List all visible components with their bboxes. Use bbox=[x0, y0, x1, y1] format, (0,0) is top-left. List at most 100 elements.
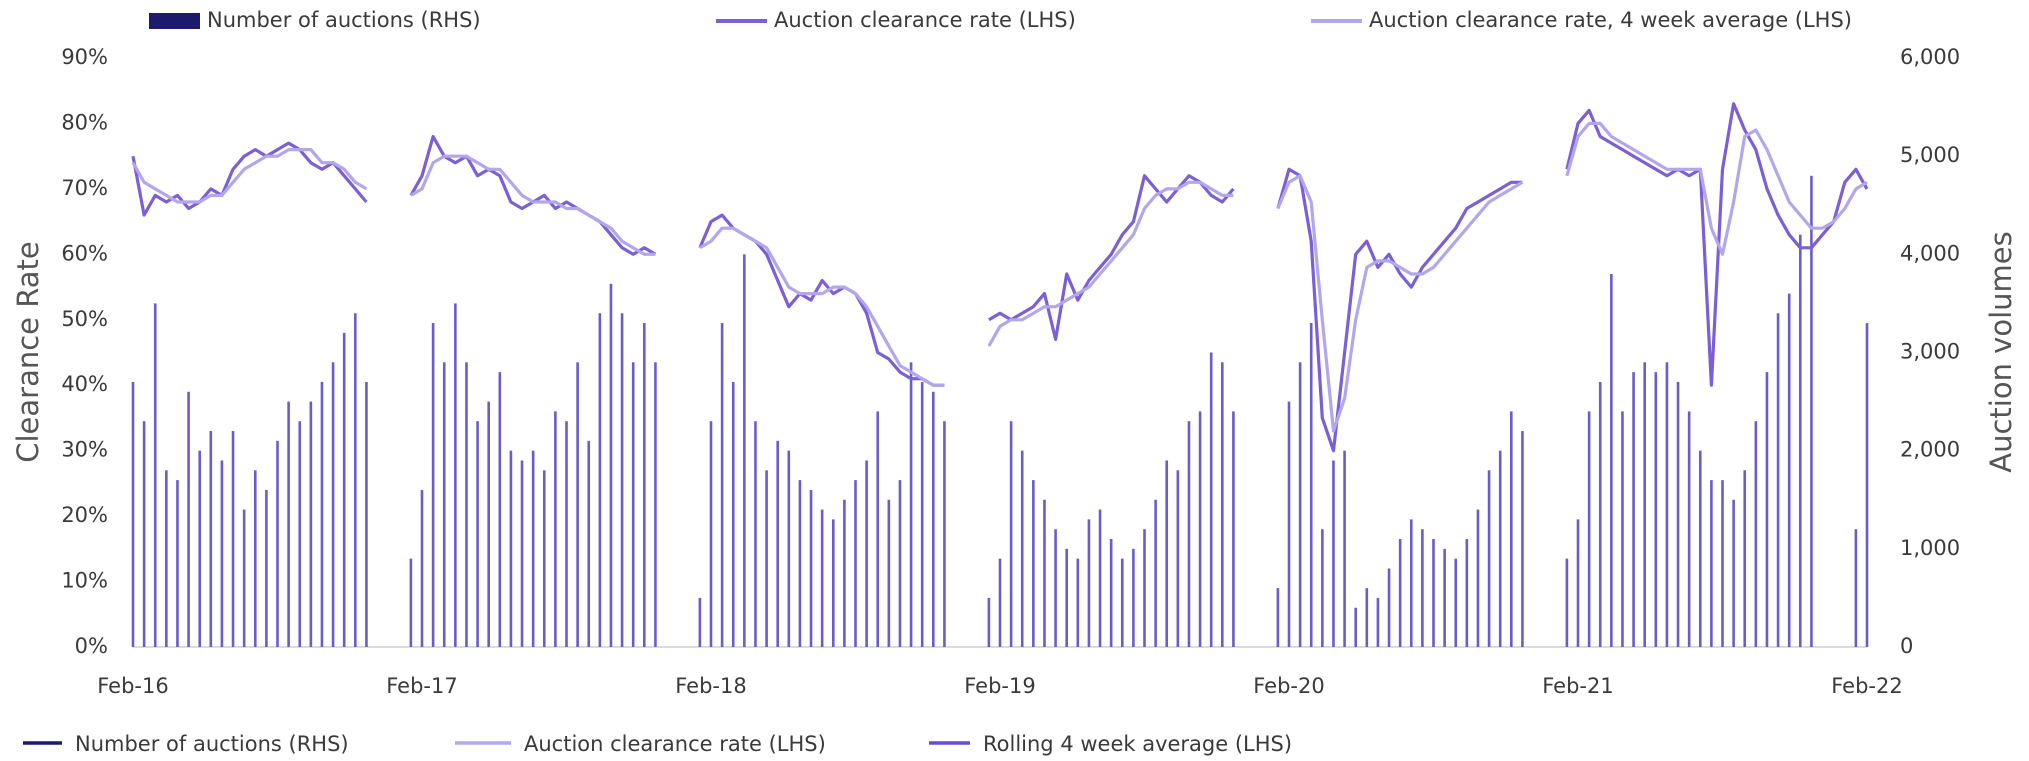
bar bbox=[1854, 529, 1858, 647]
x-tick-label: Feb-17 bbox=[386, 674, 457, 698]
y-tick-label: 20% bbox=[61, 503, 108, 527]
bar bbox=[1721, 480, 1724, 647]
bar bbox=[1332, 460, 1335, 647]
bar bbox=[1454, 558, 1458, 647]
bar bbox=[420, 489, 424, 647]
y2-axis-title: Auction volumes bbox=[1984, 231, 2018, 472]
bar bbox=[820, 509, 824, 647]
bar bbox=[1632, 372, 1635, 647]
bar bbox=[276, 440, 279, 647]
bar bbox=[1176, 470, 1180, 647]
y-tick-label: 60% bbox=[61, 241, 108, 265]
bar bbox=[442, 362, 446, 647]
bar bbox=[754, 421, 757, 647]
bar bbox=[1587, 411, 1591, 647]
bar bbox=[1354, 607, 1357, 647]
bar bbox=[454, 303, 457, 647]
bar bbox=[1643, 362, 1646, 647]
bar bbox=[1810, 175, 1813, 648]
bar bbox=[609, 283, 613, 647]
bar bbox=[1754, 421, 1758, 647]
bar bbox=[1421, 529, 1424, 647]
bar bbox=[176, 480, 179, 647]
bar bbox=[531, 450, 535, 647]
bar bbox=[1321, 529, 1324, 647]
legend-label: Auction clearance rate (LHS) bbox=[774, 8, 1076, 32]
bar bbox=[1154, 499, 1157, 647]
bar bbox=[1598, 381, 1602, 647]
bar bbox=[1776, 313, 1780, 647]
bar bbox=[520, 460, 524, 647]
bar bbox=[1432, 539, 1435, 647]
x-tick-label: Feb-20 bbox=[1253, 674, 1324, 698]
bar bbox=[898, 480, 902, 647]
bar bbox=[498, 372, 502, 647]
legend-label: Number of auctions (RHS) bbox=[207, 8, 481, 32]
bar bbox=[409, 558, 413, 647]
bar bbox=[153, 303, 157, 647]
bar bbox=[1276, 588, 1280, 647]
bar bbox=[253, 470, 257, 647]
y-tick-label: 80% bbox=[61, 110, 108, 134]
bar bbox=[643, 323, 646, 647]
bar bbox=[920, 381, 924, 647]
bar bbox=[1287, 401, 1291, 647]
bar bbox=[865, 460, 868, 647]
bar bbox=[765, 470, 768, 647]
bar bbox=[242, 509, 246, 647]
bar bbox=[1621, 411, 1624, 647]
bar bbox=[1309, 323, 1313, 647]
bar bbox=[798, 480, 802, 647]
bar bbox=[598, 313, 602, 647]
bar bbox=[787, 450, 791, 647]
bar bbox=[509, 450, 513, 647]
x-tick-label: Feb-16 bbox=[97, 674, 168, 698]
y-tick-label: 10% bbox=[61, 569, 108, 593]
bar bbox=[631, 362, 635, 647]
bar bbox=[1865, 323, 1869, 647]
x-tick-label: Feb-19 bbox=[964, 674, 1035, 698]
y2-tick-label: 3,000 bbox=[1900, 340, 1960, 364]
y-tick-label: 90% bbox=[61, 45, 108, 69]
bar bbox=[1565, 558, 1569, 647]
bar bbox=[1232, 411, 1235, 647]
bar bbox=[1676, 381, 1680, 647]
y2-tick-label: 6,000 bbox=[1900, 45, 1960, 69]
bar bbox=[365, 381, 368, 647]
bar bbox=[1032, 480, 1035, 647]
bar bbox=[1365, 588, 1369, 647]
bar bbox=[287, 401, 290, 647]
bar bbox=[1209, 352, 1213, 647]
bar bbox=[320, 381, 324, 647]
bar bbox=[998, 558, 1002, 647]
line bbox=[131, 121, 1868, 433]
bar bbox=[1298, 362, 1302, 647]
y2-tick-label: 5,000 bbox=[1900, 143, 1960, 167]
bar bbox=[620, 313, 624, 647]
bar bbox=[231, 431, 235, 647]
bar bbox=[1476, 509, 1480, 647]
bar bbox=[1409, 519, 1413, 647]
bar bbox=[1576, 519, 1580, 647]
bar bbox=[731, 381, 735, 647]
bar bbox=[431, 323, 435, 647]
bar bbox=[698, 597, 702, 647]
bar bbox=[565, 421, 568, 647]
bar bbox=[1065, 548, 1068, 647]
bar bbox=[1054, 529, 1057, 647]
legend-label: Auction clearance rate, 4 week average (… bbox=[1369, 8, 1852, 32]
bar bbox=[131, 381, 135, 647]
bar bbox=[187, 391, 190, 647]
bar bbox=[1698, 450, 1702, 647]
y-axis-title: Clearance Rate bbox=[11, 241, 45, 463]
y-tick-label: 0% bbox=[75, 634, 108, 658]
bar bbox=[1398, 539, 1402, 647]
bar bbox=[1120, 558, 1124, 647]
bar bbox=[1799, 234, 1802, 647]
bar bbox=[1165, 460, 1169, 647]
bar bbox=[142, 421, 146, 647]
bar bbox=[298, 421, 302, 647]
bar bbox=[1487, 470, 1491, 647]
bar bbox=[709, 421, 713, 647]
